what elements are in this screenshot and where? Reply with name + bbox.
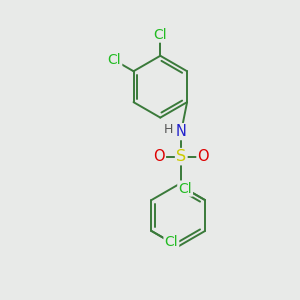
- Text: Cl: Cl: [178, 182, 192, 196]
- Text: O: O: [153, 149, 165, 164]
- Text: Cl: Cl: [108, 53, 121, 67]
- Text: N: N: [176, 124, 187, 139]
- Text: Cl: Cl: [164, 236, 178, 250]
- Text: Cl: Cl: [154, 28, 167, 42]
- Text: H: H: [164, 123, 173, 136]
- Text: S: S: [176, 149, 186, 164]
- Text: O: O: [197, 149, 209, 164]
